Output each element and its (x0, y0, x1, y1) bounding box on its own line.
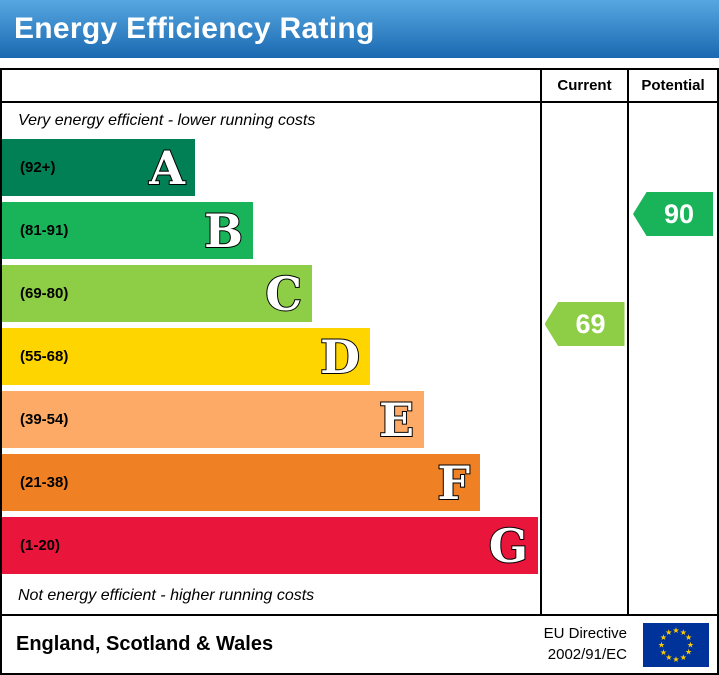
svg-text:★: ★ (687, 640, 694, 649)
table-header-row: Current Potential (2, 70, 717, 103)
band-d-letter: D (319, 329, 361, 384)
band-c-letter: C (264, 266, 303, 321)
footer: England, Scotland & Wales EU Directive 2… (0, 616, 719, 675)
bands-area: Very energy efficient - lower running co… (2, 103, 540, 614)
eu-flag-icon: ★ ★★★★★★★★★★★ (643, 622, 709, 667)
band-f-letter: F (436, 455, 471, 510)
potential-column-header: Potential (627, 70, 717, 101)
potential-rating-pointer: 90 (633, 192, 713, 236)
svg-text:★: ★ (672, 626, 679, 635)
svg-text:★: ★ (665, 627, 672, 636)
current-rating-value: 69 (575, 308, 606, 339)
svg-text:★: ★ (660, 647, 667, 656)
band-g-letter: G (488, 518, 529, 573)
band-d-range-label: (55-68) (20, 348, 69, 365)
band-f-range-label: (21-38) (20, 474, 69, 491)
eu-directive-label: EU Directive 2002/91/EC (544, 624, 627, 665)
eu-directive-line2: 2002/91/EC (547, 645, 627, 663)
band-d: (55-68) D (2, 328, 370, 385)
svg-text:★: ★ (685, 633, 692, 642)
region-label: England, Scotland & Wales (16, 633, 274, 655)
band-b: (81-91) B (2, 202, 253, 259)
band-e: (39-54) E (2, 391, 424, 448)
bottom-note: Not energy efficient - higher running co… (18, 587, 315, 604)
svg-text:★: ★ (658, 640, 665, 649)
svg-text:★: ★ (660, 633, 667, 642)
eu-flag-field (643, 622, 709, 667)
band-f: (21-38) F (2, 454, 480, 511)
band-e-range-label: (39-54) (20, 411, 69, 428)
current-column-header: Current (540, 70, 627, 101)
svg-text:★: ★ (680, 627, 687, 636)
title-banner: Energy Efficiency Rating (0, 0, 719, 58)
energy-rating-chart: Current Potential Very energy efficient … (0, 68, 719, 616)
current-rating-pointer: 69 (544, 302, 625, 346)
potential-column: 90 (627, 103, 717, 614)
page-title: Energy Efficiency Rating (14, 12, 375, 45)
top-note: Very energy efficient - lower running co… (18, 112, 316, 129)
header-spacer (2, 70, 540, 101)
band-g: (1-20) G (2, 517, 538, 574)
svg-text:★: ★ (680, 653, 687, 662)
current-column: 69 (540, 103, 627, 614)
eu-directive-line1: EU Directive (543, 625, 627, 643)
band-a: (92+) A (2, 139, 195, 196)
svg-text:★: ★ (672, 655, 679, 664)
band-a-letter: A (148, 140, 186, 195)
band-c: (69-80) C (2, 265, 312, 322)
band-e-letter: E (378, 392, 415, 447)
potential-rating-value: 90 (663, 198, 695, 229)
band-b-letter: B (203, 203, 244, 258)
svg-text:★: ★ (665, 653, 672, 662)
chart-body: Very energy efficient - lower running co… (2, 103, 717, 614)
band-a-range-label: (92+) (20, 159, 56, 176)
band-g-range-label: (1-20) (20, 537, 61, 554)
svg-text:★: ★ (685, 647, 692, 656)
eu-flag-stars: ★ ★★★★★★★★★★★ (658, 626, 694, 664)
band-c-range-label: (69-80) (20, 285, 69, 302)
band-b-range-label: (81-91) (20, 222, 69, 239)
